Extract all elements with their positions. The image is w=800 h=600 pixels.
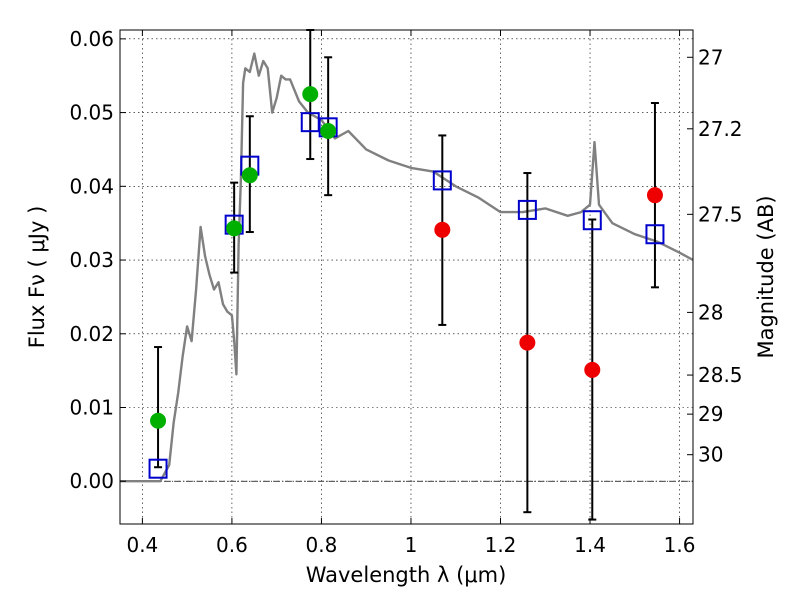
x-tick-label: 1.6 <box>664 533 696 557</box>
sed-curve <box>120 52 693 483</box>
x-axis-label: Wavelength λ (μm) <box>306 563 507 587</box>
data-point <box>150 412 167 429</box>
y-tick-label: 0.03 <box>69 248 114 272</box>
right-tick-label: 27.5 <box>698 202 743 226</box>
y-tick-label: 0.02 <box>69 322 114 346</box>
tick-labels: 0.4 0.6 0.8 1 1.2 1.4 1.6 0.00 0.01 0.02 0.03 0.04 0… <box>69 27 742 557</box>
plot-frame <box>119 29 694 525</box>
x-tick-label: 1 <box>405 533 418 557</box>
grid-lines <box>120 30 693 524</box>
model-square <box>645 224 665 245</box>
sed-curve-group <box>120 52 693 483</box>
right-tick-label: 29 <box>698 402 723 426</box>
data-point <box>320 123 337 140</box>
data-point <box>519 334 536 351</box>
ticks <box>120 30 693 524</box>
y-tick-label: 0.05 <box>69 101 114 125</box>
x-tick-label: 1.4 <box>574 533 606 557</box>
y-tick-label: 0.04 <box>69 174 114 198</box>
y-tick-label: 0.01 <box>69 396 114 420</box>
data-point <box>302 86 319 103</box>
data-point <box>226 220 243 237</box>
x-tick-label: 0.6 <box>216 533 248 557</box>
model-square <box>432 170 452 191</box>
data-point <box>584 361 601 378</box>
right-axis-label: Magnitude (AB) <box>754 195 778 358</box>
data-point <box>646 187 663 204</box>
model-square <box>517 199 537 220</box>
right-tick-label: 27 <box>698 45 723 69</box>
data-point <box>241 167 258 184</box>
x-tick-label: 0.8 <box>306 533 338 557</box>
right-tick-label: 28.5 <box>698 363 743 387</box>
right-tick-label: 28 <box>698 300 723 324</box>
model-square <box>148 458 168 479</box>
y-tick-label: 0.00 <box>69 469 114 493</box>
data-point <box>434 221 451 238</box>
y-axis-label: Flux Fν ( μJy ) <box>25 206 49 349</box>
right-tick-label: 27.2 <box>698 117 743 141</box>
y-tick-label: 0.06 <box>69 27 114 51</box>
x-tick-label: 1.2 <box>485 533 517 557</box>
right-tick-label: 30 <box>698 443 723 467</box>
x-tick-label: 0.4 <box>126 533 158 557</box>
markers <box>148 86 665 479</box>
model-square <box>582 210 602 231</box>
error-bars <box>154 29 659 521</box>
